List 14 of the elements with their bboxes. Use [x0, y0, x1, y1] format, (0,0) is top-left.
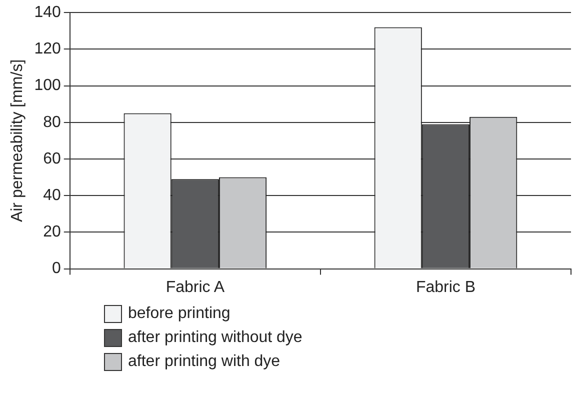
text: before printing: [128, 305, 230, 323]
y-tick-label: 40: [43, 187, 61, 204]
y-tick-label: 100: [34, 77, 61, 94]
y-tick-label: 60: [43, 150, 61, 168]
y-tick-label: 120: [34, 40, 61, 58]
y-axis-title: Air permeability [mm/s]: [9, 59, 26, 222]
y-tick-label: 140: [34, 4, 61, 22]
y-tick-label: 80: [43, 114, 61, 131]
y-tick-label: 20: [43, 224, 61, 241]
legend-label: after printing without dye: [128, 329, 302, 347]
x-tick-label: Fabric B: [416, 278, 476, 296]
legend-label: after printing with dye: [128, 353, 280, 371]
y-tick-label: 0: [52, 260, 61, 278]
x-tick-label: Fabric A: [166, 278, 225, 296]
